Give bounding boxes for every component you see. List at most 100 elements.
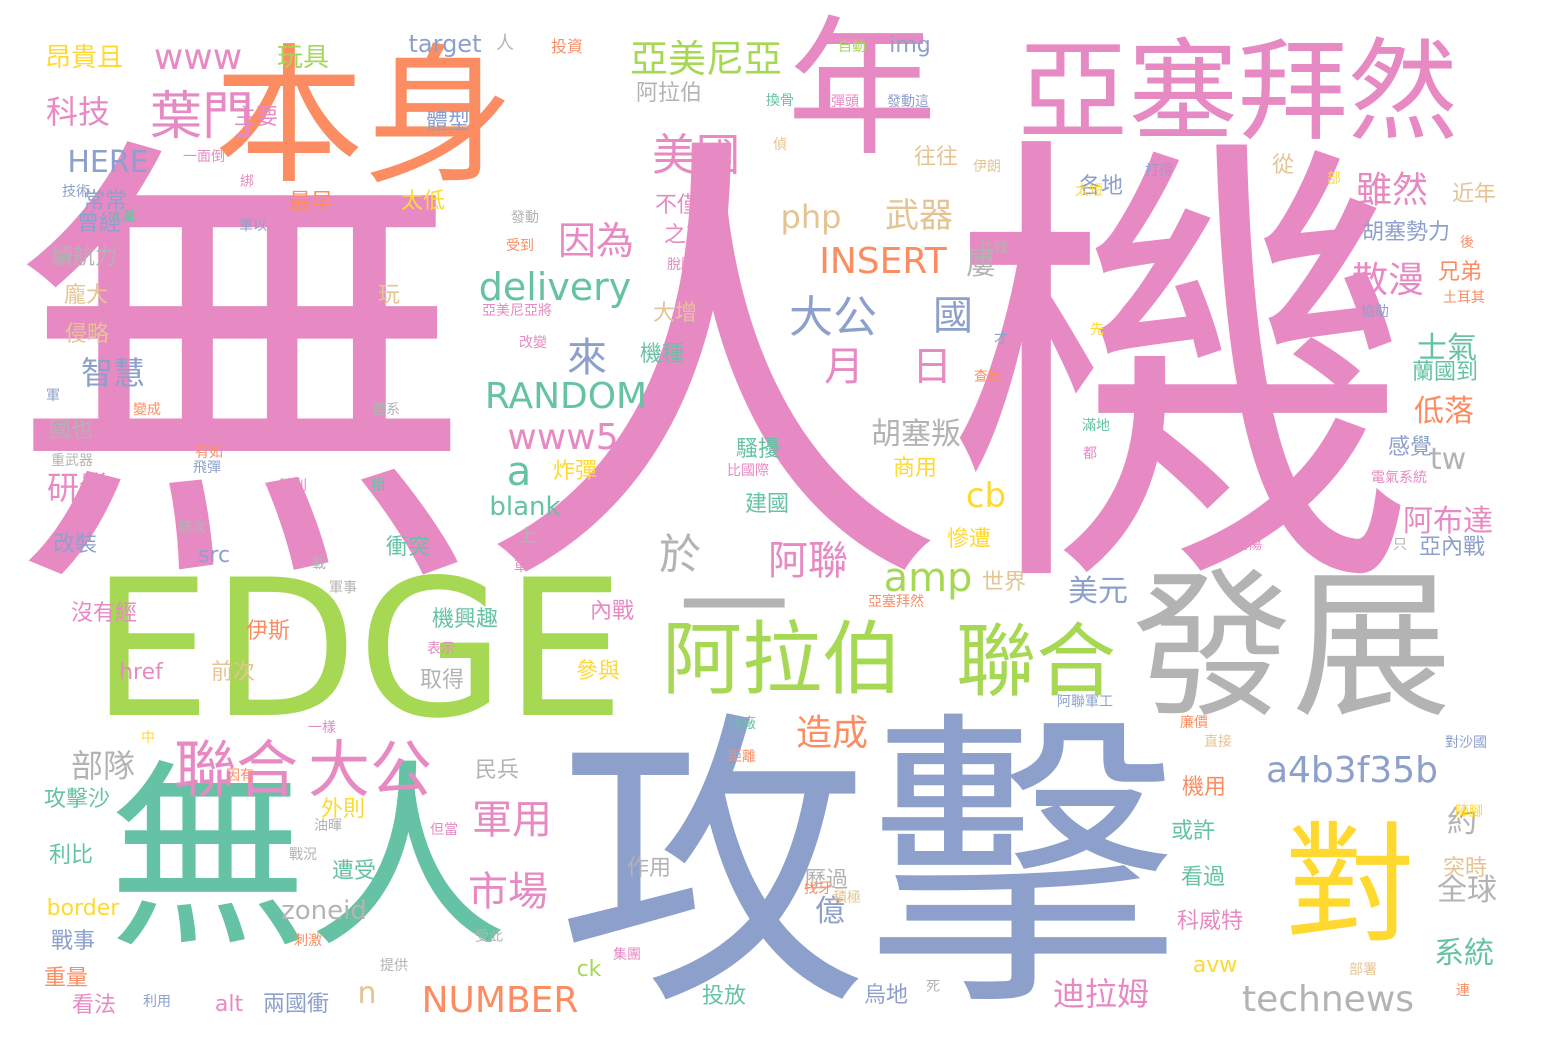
word: 無人機 — [7, 100, 1417, 647]
word: www — [153, 37, 243, 78]
word: 智慧 — [80, 354, 146, 392]
word: 體系 — [372, 402, 400, 418]
word: ck — [576, 957, 602, 982]
word: 前次 — [210, 660, 256, 685]
word: 阿布達 — [1403, 504, 1493, 539]
word: 低落 — [1414, 394, 1474, 429]
word: 改變 — [519, 335, 547, 351]
word: 部隊 — [70, 747, 136, 785]
word: 換骨 — [766, 93, 794, 109]
word: 投放 — [701, 984, 747, 1009]
word: 變成 — [133, 402, 161, 418]
word: 伊斯 — [245, 619, 291, 644]
word: 內戰 — [589, 599, 635, 624]
word: 上 — [518, 526, 536, 547]
word: 技術 — [62, 184, 90, 200]
word: 部 — [1327, 171, 1341, 187]
word: 本身 — [213, 31, 515, 205]
word: 攻擊沙 — [43, 787, 111, 812]
word: 往往 — [913, 145, 959, 170]
word: RANDOM — [484, 376, 648, 417]
word: 發展 — [1131, 553, 1453, 740]
word: 騷擾 — [735, 437, 781, 462]
word: 感覺 — [1387, 435, 1433, 460]
word: 勝利 — [279, 478, 307, 494]
word: 各地 — [1078, 174, 1124, 199]
word: 有如 — [195, 445, 223, 461]
word: 機場 — [1017, 303, 1045, 319]
word: 最早 — [288, 190, 334, 215]
word: 約 — [1447, 805, 1477, 840]
word: 造成 — [795, 713, 869, 754]
word: 市場 — [468, 869, 548, 915]
word: 科技 — [45, 93, 111, 131]
word: 蘭國到 — [1411, 360, 1479, 385]
word: 歷過 — [803, 868, 849, 893]
word: 死 — [926, 979, 940, 995]
word: 科威特 — [1176, 909, 1244, 934]
word: EDGE — [91, 539, 625, 760]
word: target — [408, 30, 482, 58]
word: 兩國衝 — [262, 992, 330, 1017]
word: 太短 — [1075, 183, 1103, 199]
word: 迪拉姆 — [1052, 975, 1150, 1013]
word: 國也 — [48, 418, 94, 443]
word: 伊朗 — [973, 159, 1001, 175]
word: php — [780, 198, 842, 236]
word: 軍事 — [329, 580, 357, 596]
word: zoneid — [281, 896, 367, 926]
word: 機用 — [1181, 775, 1227, 800]
word: 近年 — [1451, 182, 1497, 207]
word: 對 — [1284, 809, 1416, 961]
word: 阿聯 — [768, 538, 848, 584]
word: 億 — [815, 894, 845, 929]
word: 取得 — [419, 668, 465, 693]
word: 大增 — [652, 301, 698, 326]
word: 協助 — [1361, 304, 1389, 320]
word: 相 — [371, 478, 385, 494]
word: 但當 — [430, 822, 458, 838]
word: 看法 — [71, 993, 117, 1018]
word: src — [197, 543, 231, 568]
word: amp — [883, 555, 973, 601]
word: 軍 — [46, 388, 60, 404]
word: 兄弟 — [1437, 260, 1483, 285]
word: 不僅 — [654, 193, 700, 218]
word: 攻擊 — [558, 687, 1178, 1048]
word: 胡塞勢力 — [1361, 220, 1451, 245]
word: 只 — [1393, 537, 1407, 553]
word: 作用 — [626, 856, 672, 881]
word: 炸彈 — [552, 459, 598, 484]
word: 亞內戰 — [1418, 535, 1486, 560]
word: href — [119, 660, 163, 685]
word: 武器 — [885, 196, 953, 236]
word: 葉門 — [149, 87, 255, 147]
word: 亞美尼亞將 — [482, 303, 552, 319]
word: 集團 — [613, 947, 641, 963]
word: 阿拉伯 — [635, 81, 703, 106]
word: 土耳其 — [1443, 290, 1485, 306]
word: 大亂 — [109, 209, 137, 225]
word: 查出 — [974, 369, 1002, 385]
word: 自動 — [838, 39, 866, 55]
word: www5 — [507, 417, 619, 458]
word: 續航力 — [50, 245, 118, 270]
word: 表示 — [427, 641, 455, 657]
word: 機種 — [639, 342, 685, 367]
word: 發動這 — [887, 94, 929, 110]
word: 太低 — [400, 189, 446, 214]
word: HERE — [67, 145, 149, 180]
word: 阿拉伯 — [662, 613, 902, 706]
word: 部署 — [1349, 962, 1377, 978]
word: a4b3f35b — [1265, 750, 1439, 791]
word: 距離 — [728, 749, 756, 765]
word: 年 — [786, 3, 938, 177]
word: 偵 — [773, 137, 787, 153]
word: 玩具 — [276, 43, 330, 73]
word: 滿地 — [1082, 418, 1110, 434]
word: 積極 — [833, 890, 861, 906]
word: 重武器 — [51, 453, 93, 469]
word: 廉價 — [1180, 715, 1208, 731]
word: 商用 — [892, 456, 938, 481]
word: 都 — [1083, 446, 1097, 462]
